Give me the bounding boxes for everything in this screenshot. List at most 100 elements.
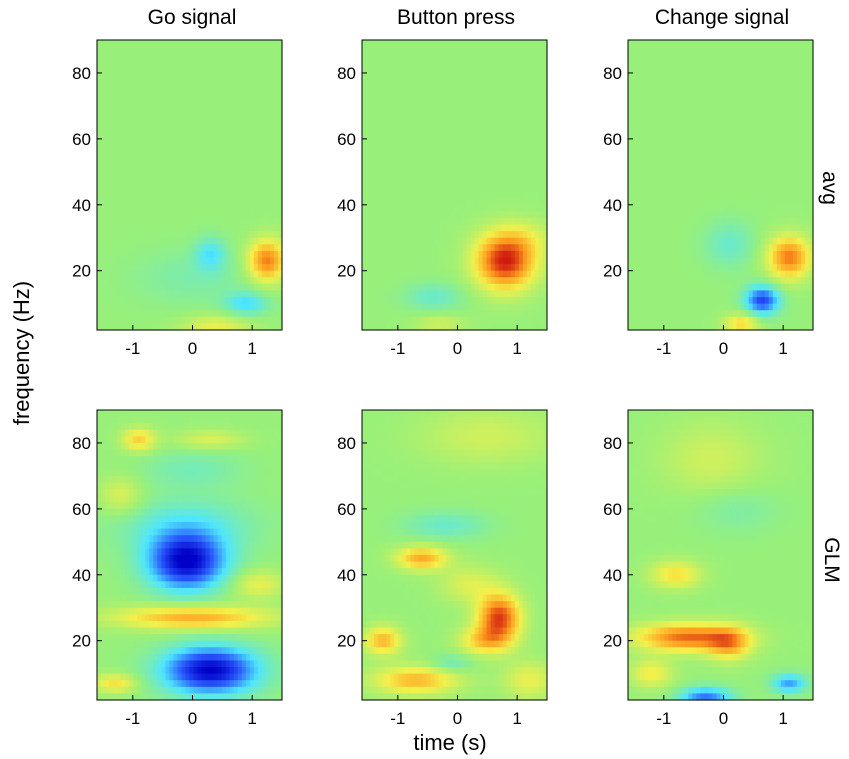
heatmap-cell (542, 257, 548, 265)
heatmap-cell (253, 158, 259, 166)
heatmap-cell (764, 145, 770, 153)
heatmap-cell (668, 53, 673, 61)
heatmap-cell (213, 158, 219, 166)
heatmap-cell (530, 119, 536, 127)
heatmap-cell (708, 72, 714, 81)
heatmap-cell (245, 40, 251, 48)
heatmap-cell (632, 119, 637, 127)
heatmap-cell (784, 105, 790, 114)
heatmap-cell (165, 204, 170, 212)
heatmap-cell (446, 138, 452, 147)
heatmap-cell (197, 152, 203, 160)
heatmap-cell (632, 79, 637, 87)
heatmap-cell (756, 79, 762, 87)
heatmap-cell (466, 152, 472, 160)
heatmap-cell (442, 158, 448, 166)
heatmap-cell (704, 165, 710, 173)
heatmap-cell (366, 59, 371, 67)
heatmap-cell (374, 99, 379, 107)
heatmap-cell (450, 270, 456, 278)
heatmap-cell (784, 86, 790, 94)
heatmap-cell (173, 297, 179, 305)
heatmap-cell (382, 237, 387, 245)
heatmap-cell (249, 217, 255, 226)
heatmap-cell (704, 79, 710, 87)
heatmap-cell (482, 92, 488, 100)
heatmap-cell (434, 66, 440, 74)
heatmap-cell (217, 290, 223, 298)
heatmap-cell (141, 53, 146, 61)
heatmap-cell (470, 178, 476, 186)
heatmap-cell (530, 250, 536, 259)
heatmap-cell (113, 323, 118, 331)
heatmap-cell (265, 145, 271, 153)
heatmap-cell (245, 250, 251, 259)
heatmap-cell (169, 66, 175, 74)
heatmap-cell (277, 303, 283, 311)
heatmap-cell (398, 310, 403, 318)
heatmap-cell (490, 165, 496, 173)
heatmap-cell (640, 132, 645, 140)
heatmap-cell (149, 138, 154, 147)
heatmap-cell (193, 178, 199, 186)
heatmap-cell (169, 224, 175, 232)
heatmap-cell (514, 165, 520, 173)
heatmap-cell (213, 237, 219, 245)
heatmap-cell (640, 46, 645, 54)
heatmap-cell (157, 86, 162, 94)
heatmap-cell (261, 158, 267, 166)
heatmap-cell (776, 40, 782, 48)
heatmap-cell (494, 316, 500, 325)
heatmap-cell (229, 297, 235, 305)
heatmap-cell (434, 158, 440, 166)
heatmap-cell (438, 86, 444, 94)
heatmap-cell (486, 112, 492, 120)
heatmap-cell (121, 99, 126, 107)
heatmap-cell (225, 171, 231, 180)
heatmap-cell (542, 40, 548, 48)
heatmap-cell (474, 178, 480, 186)
heatmap-cell (153, 297, 158, 305)
heatmap-cell (438, 257, 444, 265)
heatmap-cell (137, 158, 142, 166)
heatmap-cell (197, 270, 203, 278)
heatmap-cell (277, 40, 283, 48)
heatmap-cell (652, 112, 657, 120)
heatmap-cell (129, 66, 134, 74)
heatmap-cell (193, 72, 199, 81)
heatmap-cell (265, 40, 271, 48)
heatmap-cell (414, 86, 419, 94)
heatmap-cell (522, 46, 528, 54)
heatmap-cell (237, 152, 243, 160)
heatmap-cell (121, 46, 126, 54)
heatmap-cell (121, 132, 126, 140)
heatmap-cell (474, 92, 480, 100)
heatmap-cell (269, 86, 275, 94)
heatmap-cell (101, 244, 106, 252)
heatmap-cell (506, 145, 512, 153)
heatmap-cell (205, 231, 211, 239)
heatmap-cell (257, 211, 263, 219)
heatmap-cell (402, 165, 407, 173)
heatmap-cell (374, 105, 379, 114)
heatmap-cell (394, 46, 399, 54)
heatmap-cell (494, 211, 500, 219)
heatmap-cell (534, 257, 540, 265)
heatmap-cell (748, 79, 754, 87)
heatmap-cell (382, 198, 387, 206)
heatmap-cell (470, 152, 476, 160)
heatmap-cell (133, 198, 138, 206)
heatmap-cell (225, 211, 231, 219)
heatmap-cell (229, 79, 235, 87)
heatmap-cell (526, 119, 532, 127)
heatmap-cell (386, 132, 391, 140)
heatmap-cell (680, 72, 685, 81)
heatmap-cell (386, 270, 391, 278)
heatmap-cell (177, 224, 183, 232)
heatmap-cell (418, 92, 423, 100)
heatmap-cell (241, 138, 247, 147)
heatmap-cell (506, 257, 512, 265)
heatmap-cell (450, 310, 456, 318)
heatmap-cell (165, 283, 170, 292)
heatmap-cell (506, 277, 512, 285)
